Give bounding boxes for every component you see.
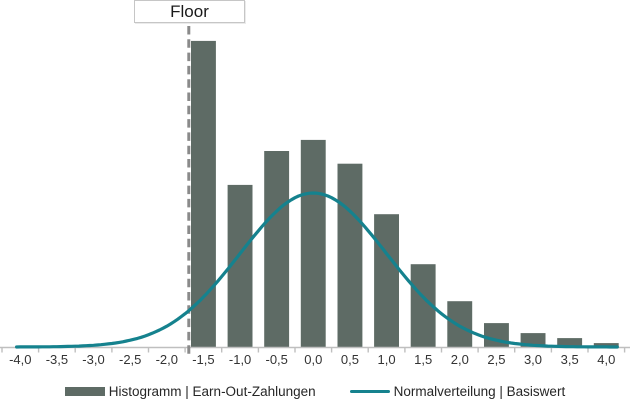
x-tick-label: 0,0	[304, 352, 322, 367]
histogram-bar	[337, 163, 363, 347]
x-tick-label: -0,5	[265, 352, 287, 367]
x-tick-label: -2,5	[119, 352, 141, 367]
x-tick-label: -4,0	[9, 352, 31, 367]
x-tick-label: 2,0	[451, 352, 469, 367]
x-tick-label: -2,0	[156, 352, 178, 367]
legend: Histogramm | Earn-Out-Zahlungen Normalve…	[0, 381, 630, 401]
x-tick-label: 1,0	[378, 352, 396, 367]
x-tick-label: 2,5	[487, 352, 505, 367]
histogram-bar	[593, 343, 619, 347]
histogram-bar	[300, 139, 326, 347]
x-tick-label: 3,5	[561, 352, 579, 367]
histogram-bar	[447, 301, 473, 347]
x-tick-label: 0,5	[341, 352, 359, 367]
legend-label-histogram: Histogramm | Earn-Out-Zahlungen	[108, 383, 316, 399]
histogram-bar	[557, 338, 583, 347]
x-tick-label: 3,0	[524, 352, 542, 367]
chart-canvas: -4,0 -3,5 -3,0 -2,5 -2,0 -1,5 -1,0 -0,5 0,0 0,5 1,…	[0, 26, 630, 367]
x-tick-label: -3,5	[46, 352, 68, 367]
x-tick-label: 4,0	[597, 352, 615, 367]
legend-item-histogram: Histogramm | Earn-Out-Zahlungen	[64, 383, 316, 399]
x-tick-label: -3,0	[82, 352, 104, 367]
x-tick-label: -1,5	[192, 352, 214, 367]
normal-curve-line-swatch	[349, 389, 390, 393]
x-tick-label: 1,5	[414, 352, 432, 367]
histogram-bar	[264, 151, 290, 347]
legend-label-normal-curve: Normalverteilung | Basiswert	[393, 383, 566, 399]
histogram-bar	[191, 40, 216, 348]
floor-annotation-label: Floor	[170, 1, 209, 21]
legend-item-normal-curve: Normalverteilung | Basiswert	[349, 383, 566, 399]
histogram-bar	[374, 214, 399, 347]
x-tick-label: -1,0	[229, 352, 251, 367]
histogram-swatch	[64, 386, 105, 396]
floor-annotation-box: Floor	[134, 0, 245, 23]
normal-curve	[15, 191, 619, 349]
